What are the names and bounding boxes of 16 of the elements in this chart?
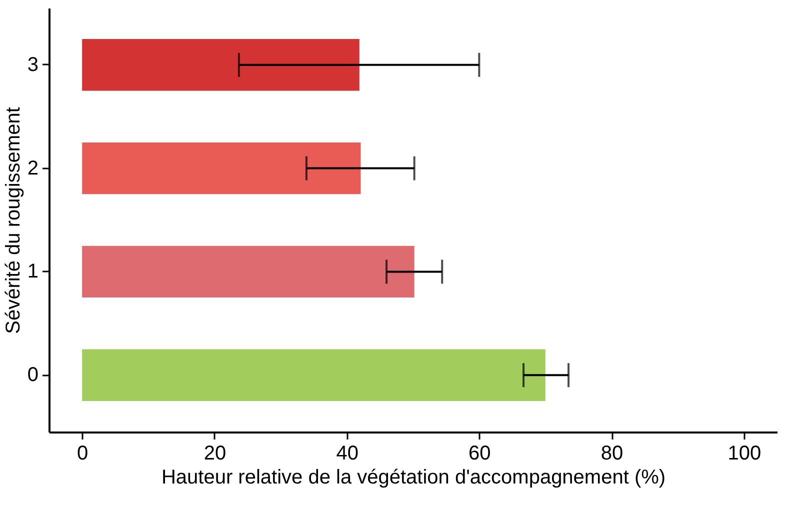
x-tick-label: 100 (728, 442, 762, 464)
x-tick-label: 0 (77, 442, 88, 464)
x-tick-label: 40 (336, 442, 358, 464)
y-tick-label: 3 (27, 54, 38, 76)
y-tick-label: 1 (27, 260, 38, 283)
bar (82, 39, 360, 91)
x-tick-label: 80 (600, 442, 624, 464)
y-tick-label: 0 (27, 364, 38, 386)
bar (82, 246, 414, 298)
x-axis-title: Hauteur relative de la végétation d'accompagnement (%) (161, 466, 666, 488)
y-tick-label: 2 (27, 157, 38, 180)
y-axis-title: Sévérité du rougissement (2, 106, 24, 334)
bar (82, 142, 361, 194)
x-tick-label: 60 (468, 442, 491, 464)
bar (82, 349, 546, 401)
x-tick-label: 20 (204, 442, 226, 464)
